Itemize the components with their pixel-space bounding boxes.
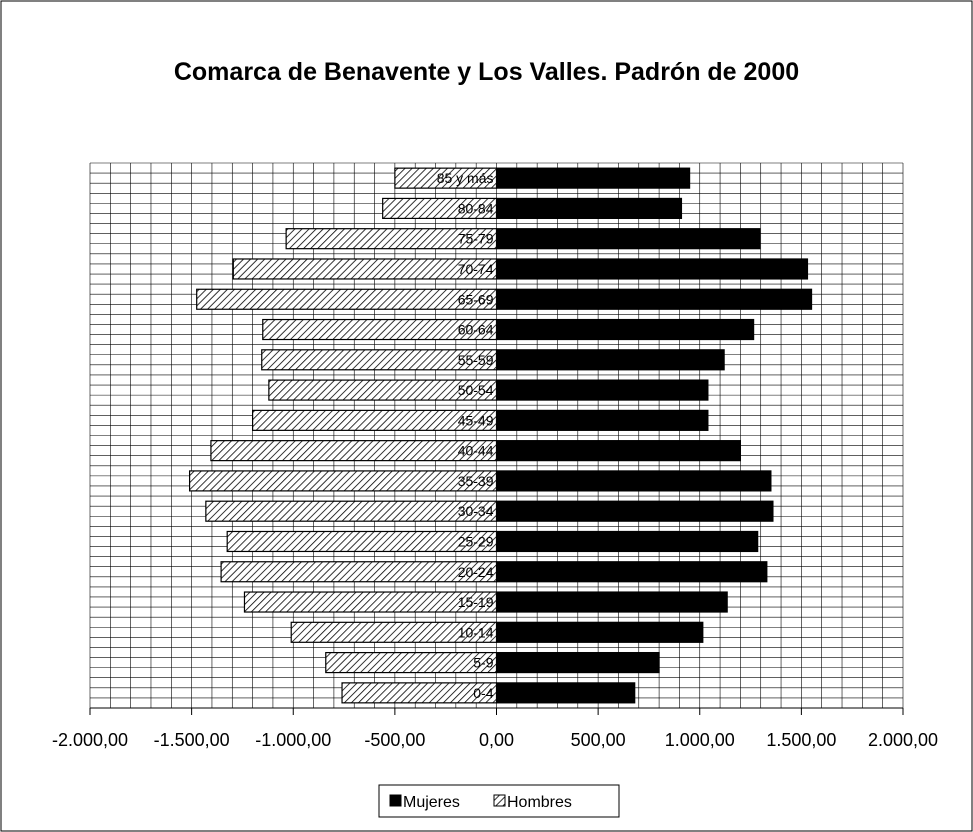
x-tick-label: 500,00 — [571, 730, 626, 750]
category-label: 50-54 — [458, 382, 494, 398]
legend-label-hombres: Hombres — [507, 794, 572, 811]
category-label: 0-4 — [473, 685, 493, 701]
bar-mujeres-35-39 — [495, 470, 772, 492]
category-label: 5-9 — [473, 655, 493, 671]
category-label: 60-64 — [458, 322, 494, 338]
plot-area: 0-4 5-9 10-14 15-19 20-24 25-29 30-34 35-39 40-4… — [52, 162, 938, 750]
category-label: 40-44 — [458, 443, 494, 459]
bar-mujeres-10-14 — [495, 621, 704, 643]
bar-hombres-35-39 — [188, 470, 498, 492]
x-tick-label: 0,00 — [479, 730, 514, 750]
x-tick-label: -500,00 — [364, 730, 425, 750]
bar-mujeres-30-34 — [495, 500, 774, 522]
bar-hombres-55-59 — [261, 349, 498, 371]
bar-hombres-10-14 — [290, 621, 498, 643]
category-label: 30-34 — [458, 503, 494, 519]
chart-title: Comarca de Benavente y Los Valles. Padró… — [174, 58, 799, 86]
category-label: 45-49 — [458, 412, 494, 428]
category-label: 55-59 — [458, 352, 494, 368]
bar-mujeres-45-49 — [495, 409, 709, 431]
bar-hombres-5-9 — [325, 651, 498, 674]
bar-hombres-30-34 — [205, 500, 498, 522]
category-labels: 0-4 5-9 10-14 15-19 20-24 25-29 30-34 35-39 40-4… — [437, 170, 494, 701]
bar-mujeres-85-y-más — [495, 167, 691, 189]
bar-mujeres-20-24 — [495, 561, 768, 583]
bar-hombres-15-19 — [243, 591, 498, 613]
x-axis: -2.000,00 -1.500,00 -1.000,00 -500,00 0,00 50… — [52, 707, 938, 750]
x-tick-label: -1.500,00 — [154, 730, 230, 750]
bar-mujeres-65-69 — [495, 288, 813, 310]
bar-mujeres-40-44 — [495, 440, 741, 462]
bars — [188, 167, 813, 704]
category-label: 80-84 — [458, 200, 494, 216]
bar-hombres-25-29 — [226, 530, 498, 553]
bar-mujeres-5-9 — [495, 651, 660, 674]
bar-mujeres-60-64 — [495, 318, 755, 341]
bar-mujeres-50-54 — [495, 379, 709, 401]
category-label: 20-24 — [458, 564, 494, 580]
bar-mujeres-25-29 — [495, 530, 759, 553]
category-label: 15-19 — [458, 594, 494, 610]
bar-hombres-20-24 — [220, 561, 498, 583]
category-label: 10-14 — [458, 624, 494, 640]
bar-hombres-0-4 — [341, 682, 498, 704]
legend-label-mujeres: Mujeres — [403, 794, 460, 811]
bar-mujeres-75-79 — [495, 228, 761, 250]
category-label: 75-79 — [458, 231, 494, 247]
legend-swatch-mujeres — [389, 794, 402, 807]
bar-mujeres-80-84 — [495, 197, 683, 220]
x-tick-label: -1.000,00 — [255, 730, 331, 750]
bar-mujeres-55-59 — [495, 349, 725, 371]
category-label: 35-39 — [458, 473, 494, 489]
bar-hombres-45-49 — [252, 409, 498, 431]
legend: Mujeres Hombres — [378, 784, 620, 818]
bar-mujeres-70-74 — [495, 258, 809, 280]
bar-hombres-85-y-más — [394, 167, 498, 189]
x-tick-label: -2.000,00 — [52, 730, 128, 750]
category-label: 25-29 — [458, 533, 494, 549]
bar-hombres-65-69 — [196, 288, 498, 310]
x-tick-label: 1.500,00 — [766, 730, 836, 750]
bar-hombres-75-79 — [285, 228, 498, 250]
legend-swatch-hombres — [493, 794, 506, 807]
bar-mujeres-0-4 — [495, 682, 636, 704]
bar-mujeres-15-19 — [495, 591, 728, 613]
bar-hombres-70-74 — [232, 258, 498, 280]
category-label: 70-74 — [458, 261, 494, 277]
x-tick-label: 2.000,00 — [868, 730, 938, 750]
bar-hombres-50-54 — [268, 379, 498, 401]
bar-hombres-80-84 — [382, 197, 498, 220]
bar-hombres-40-44 — [210, 440, 498, 462]
x-tick-label: 1.000,00 — [665, 730, 735, 750]
category-label: 85 y más — [437, 170, 494, 186]
bar-hombres-60-64 — [262, 318, 498, 341]
category-label: 65-69 — [458, 291, 494, 307]
